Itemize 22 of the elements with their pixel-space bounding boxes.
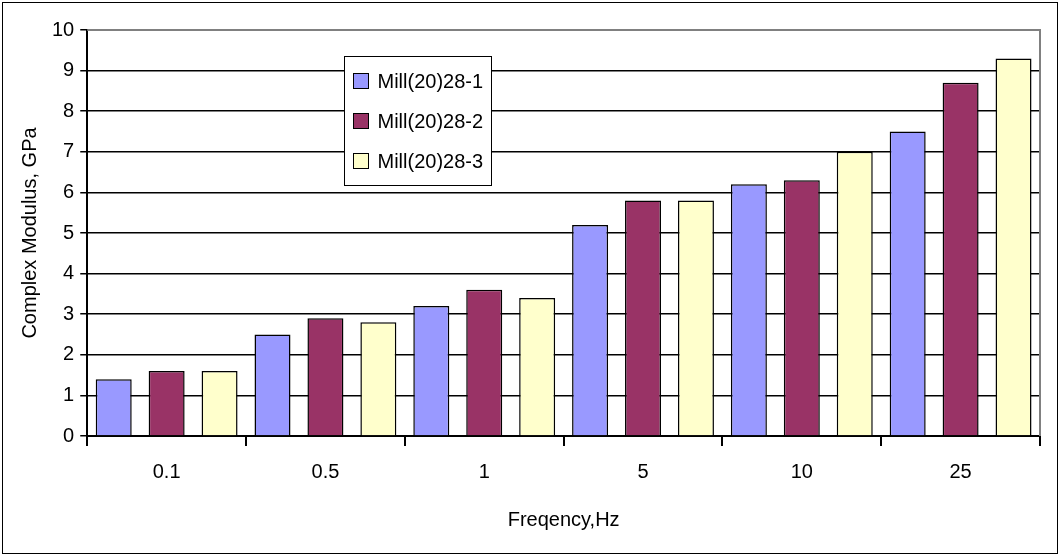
- x-tick-label: 5: [637, 459, 649, 482]
- y-tick-label: 1: [63, 382, 75, 405]
- x-tick-label: 0.5: [311, 459, 340, 482]
- y-tick-label: 7: [63, 139, 75, 162]
- y-axis-title: Complex Modulus, GPa: [17, 126, 40, 339]
- y-tick-label: 2: [63, 342, 75, 365]
- legend-label: Mill(20)28-1: [377, 69, 484, 93]
- y-tick-label: 0: [63, 423, 75, 446]
- legend-label: Mill(20)28-2: [377, 109, 484, 133]
- x-tick-label: 10: [790, 459, 813, 482]
- y-tick-label: 5: [63, 220, 75, 243]
- y-tick-label: 9: [63, 58, 75, 81]
- y-tick-label: 10: [52, 17, 75, 40]
- x-tick-label: 1: [478, 459, 490, 482]
- x-tick-label: 0.1: [152, 459, 181, 482]
- y-tick-label: 6: [63, 179, 75, 202]
- x-axis-title: Freqency,Hz: [507, 507, 620, 530]
- x-tick-label: 25: [949, 459, 972, 482]
- y-tick-label: 4: [63, 261, 75, 284]
- y-tick-label: 8: [63, 98, 75, 121]
- legend-label: Mill(20)28-3: [377, 149, 484, 173]
- y-tick-label: 3: [63, 301, 75, 324]
